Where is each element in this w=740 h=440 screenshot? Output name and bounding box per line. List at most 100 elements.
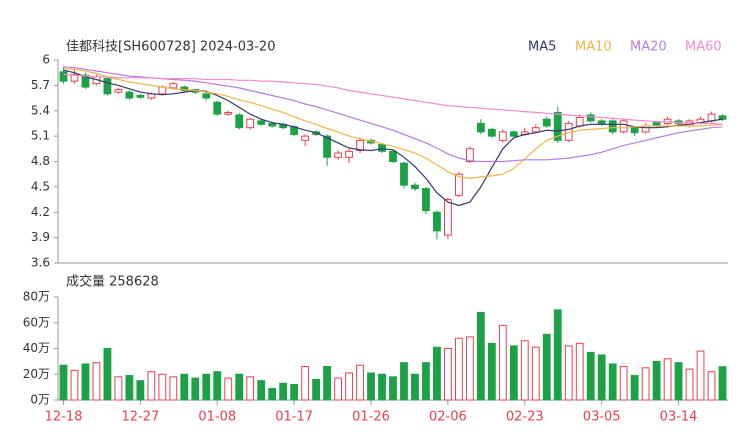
volume-bar xyxy=(70,369,79,401)
volume-bar xyxy=(257,380,266,401)
legend-label: MA20 xyxy=(630,40,667,55)
candle-body xyxy=(301,135,310,141)
volume-bar xyxy=(630,375,639,401)
volume-bar xyxy=(279,382,288,401)
volume-bar xyxy=(619,366,628,401)
volume-bar xyxy=(81,363,90,401)
volume-bar xyxy=(158,373,167,401)
volume-bar xyxy=(553,309,562,401)
volume-bar xyxy=(575,342,584,401)
volume-bar xyxy=(707,371,716,401)
volume-bar xyxy=(411,373,419,401)
candle-body xyxy=(378,144,386,152)
candle-body xyxy=(235,114,244,129)
volume-bar xyxy=(444,348,452,401)
candle-body xyxy=(586,114,595,122)
volume-bar xyxy=(290,384,299,401)
candle-body xyxy=(608,120,617,133)
volume-bar xyxy=(389,376,397,401)
candle-body xyxy=(498,131,507,141)
volume-bar xyxy=(378,373,386,401)
volume-bar xyxy=(520,340,529,401)
candle-body xyxy=(630,127,639,134)
y-tick-label: 5.4 xyxy=(31,103,50,117)
ma-line xyxy=(63,66,723,163)
volume-bar xyxy=(433,346,441,401)
candle-body xyxy=(81,74,90,88)
candle-body xyxy=(213,101,222,115)
candle-body xyxy=(400,162,408,186)
volume-bar xyxy=(202,373,211,401)
x-tick-label: 02-23 xyxy=(506,410,544,425)
volume-bar xyxy=(718,366,727,401)
y2-tick-label: 40万 xyxy=(23,341,50,355)
candle-body xyxy=(597,120,606,124)
ma-line xyxy=(63,67,723,180)
volume-bar xyxy=(476,311,485,401)
volume-bar xyxy=(92,362,101,401)
y-tick-label: 6 xyxy=(42,53,50,67)
volume-bar xyxy=(268,387,277,401)
volume-bar xyxy=(641,367,650,401)
candle-body xyxy=(707,113,716,122)
candle-body xyxy=(422,188,430,212)
y2-tick-label: 0万 xyxy=(30,393,50,407)
candle-body xyxy=(323,135,332,158)
candle-body xyxy=(224,111,233,115)
volume-bar xyxy=(531,346,540,401)
candle-body xyxy=(169,83,178,89)
candle-body xyxy=(476,122,485,133)
volume-bar xyxy=(663,358,672,401)
volume-bar xyxy=(246,376,255,401)
candle-body xyxy=(257,120,266,125)
volume-bar xyxy=(345,372,353,401)
candle-body xyxy=(246,118,255,129)
volume-bar xyxy=(422,362,430,401)
volume-bar xyxy=(652,360,661,401)
candle-body xyxy=(345,150,353,158)
volume-bar xyxy=(312,378,321,401)
volume-bar xyxy=(542,333,551,401)
volume-bar xyxy=(674,362,683,401)
y-tick-label: 4.5 xyxy=(31,179,50,193)
volume-bar xyxy=(400,362,408,401)
candle-body xyxy=(411,184,419,190)
x-tick-label: 01-26 xyxy=(352,410,390,425)
candle-body xyxy=(103,78,112,95)
volume-bar xyxy=(191,377,200,401)
volume-bar xyxy=(465,336,474,401)
volume-bar xyxy=(509,345,518,401)
volume-bar xyxy=(323,366,332,401)
y-tick-label: 5.7 xyxy=(31,78,50,92)
volume-bar xyxy=(169,376,178,401)
x-tick-label: 02-06 xyxy=(429,410,467,425)
volume-bar xyxy=(180,373,189,401)
candle-body xyxy=(334,152,342,158)
volume-bar xyxy=(59,364,68,401)
volume-bar xyxy=(564,345,573,401)
candle-body xyxy=(136,95,145,98)
candle-body xyxy=(509,131,518,137)
x-tick-label: 12-27 xyxy=(121,410,159,425)
x-tick-label: 12-18 xyxy=(45,410,83,425)
volume-bar xyxy=(597,354,606,401)
volume-bar xyxy=(487,342,496,401)
candle-body xyxy=(389,150,397,163)
volume-bar xyxy=(334,377,342,401)
candle-body xyxy=(531,127,540,133)
candle-body xyxy=(454,173,463,196)
candle-body xyxy=(59,71,68,82)
volume-bar xyxy=(213,371,222,401)
y-tick-label: 5.1 xyxy=(31,129,50,143)
ma-line xyxy=(63,69,723,207)
y-tick-label: 3.6 xyxy=(31,256,50,270)
candle-body xyxy=(268,122,277,127)
x-tick-label: 01-08 xyxy=(198,410,236,425)
volume-bar xyxy=(586,351,595,401)
legend-label: MA60 xyxy=(685,40,722,55)
y-tick-label: 4.2 xyxy=(31,205,50,219)
chart-title: 佳都科技[SH600728] 2024-03-20 xyxy=(66,40,275,55)
volume-bar xyxy=(498,324,507,401)
volume-bar xyxy=(696,350,705,401)
